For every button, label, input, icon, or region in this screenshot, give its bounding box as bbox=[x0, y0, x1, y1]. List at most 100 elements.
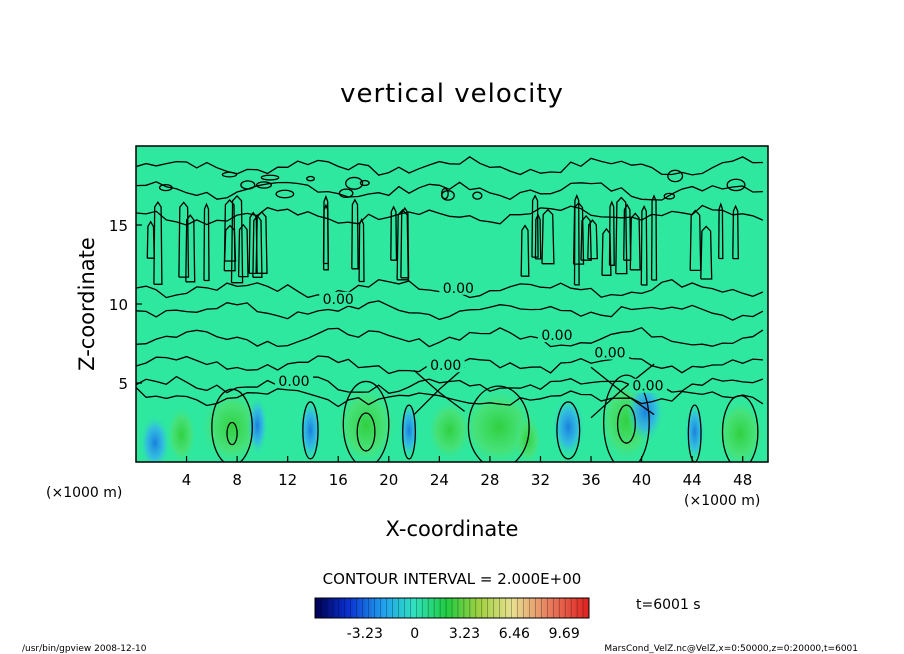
y-tick-label: 15 bbox=[109, 217, 128, 235]
x-tick-label: 16 bbox=[329, 471, 348, 489]
contour-core bbox=[356, 412, 376, 452]
contour-cell bbox=[342, 380, 390, 462]
x-tick-label: 28 bbox=[480, 471, 499, 489]
x-tick-label: 20 bbox=[379, 471, 398, 489]
contour-line bbox=[136, 326, 764, 348]
colorbar-tick-label: 0 bbox=[410, 626, 419, 642]
contour-label-bg bbox=[426, 358, 465, 373]
contour-cell bbox=[302, 401, 319, 460]
contour-line bbox=[153, 201, 163, 285]
chart-title: vertical velocity bbox=[340, 79, 564, 109]
contour-line bbox=[718, 202, 724, 260]
contour-core bbox=[226, 421, 238, 446]
downdraft-region bbox=[139, 414, 171, 462]
contour-line bbox=[590, 363, 655, 419]
contour-label-bg bbox=[628, 378, 667, 393]
x-tick-label: 8 bbox=[232, 471, 242, 489]
contour-loop bbox=[472, 191, 483, 200]
contour-loop bbox=[158, 183, 173, 192]
contour-line bbox=[223, 199, 236, 272]
contour-line bbox=[590, 366, 655, 416]
x-tick-label: 44 bbox=[683, 471, 702, 489]
contour-line bbox=[587, 219, 598, 260]
contour-line bbox=[248, 211, 258, 275]
contour-line bbox=[520, 224, 530, 277]
downdraft-region bbox=[398, 401, 420, 459]
colorbar-tick-label: 9.69 bbox=[549, 626, 580, 642]
contour-loop bbox=[359, 179, 370, 187]
x-tick-label: 48 bbox=[733, 471, 752, 489]
updraft-region bbox=[166, 405, 197, 462]
contour-line bbox=[136, 181, 763, 201]
contour-line bbox=[230, 194, 244, 284]
colorbar-tick-label: -3.23 bbox=[347, 626, 383, 642]
contour-line bbox=[580, 215, 592, 261]
contour-cell bbox=[467, 385, 530, 462]
contour-loop bbox=[667, 169, 684, 183]
contour-cell bbox=[603, 374, 650, 462]
contour-label-bg bbox=[275, 374, 313, 388]
contour-line bbox=[136, 387, 764, 408]
contour-line bbox=[413, 369, 465, 412]
contour-line bbox=[601, 227, 612, 276]
contour-line bbox=[608, 200, 615, 266]
contour-line bbox=[178, 201, 190, 278]
contour-line bbox=[203, 202, 210, 282]
x-tick-label: 36 bbox=[581, 471, 600, 489]
colorbar-tick-label: 6.46 bbox=[499, 626, 530, 642]
contour-loop bbox=[441, 190, 455, 201]
colorbar-frame bbox=[314, 597, 590, 619]
contour-line bbox=[623, 203, 632, 261]
x-unit-label-right: (×1000 m) bbox=[684, 493, 760, 509]
contour-line bbox=[396, 209, 409, 281]
contour-line bbox=[390, 205, 398, 261]
contour-line bbox=[136, 156, 763, 176]
contour-label-bg bbox=[439, 280, 478, 295]
contour-line bbox=[351, 198, 359, 270]
footer-right: MarsCond_VelZ.nc@VelZ,x=0:50000,z=0:2000… bbox=[604, 644, 858, 654]
contour-line bbox=[146, 220, 155, 259]
contour-label-bg bbox=[537, 328, 576, 343]
contour-cell bbox=[721, 395, 759, 462]
contour-line bbox=[700, 225, 713, 280]
footer-left: /usr/bin/gpview 2008-12-10 bbox=[22, 644, 147, 654]
contour-label: 0.00 bbox=[443, 281, 474, 297]
contour-label: 0.00 bbox=[541, 328, 572, 344]
contour-line bbox=[689, 209, 702, 272]
contour-label: 0.00 bbox=[594, 346, 625, 362]
x-axis-label: X-coordinate bbox=[386, 517, 519, 541]
contour-loop bbox=[663, 192, 676, 200]
downdraft-region bbox=[684, 401, 705, 462]
contour-label: 0.00 bbox=[278, 374, 309, 390]
contour-line bbox=[640, 204, 648, 286]
contour-label-bg bbox=[591, 345, 629, 360]
x-tick-label: 32 bbox=[531, 471, 550, 489]
contour-cell bbox=[211, 388, 253, 462]
contour-cell bbox=[402, 404, 416, 460]
contour-label: 0.00 bbox=[323, 292, 354, 308]
updraft-region bbox=[714, 397, 766, 462]
contour-label-bg bbox=[319, 291, 358, 306]
contour-loop bbox=[240, 180, 256, 190]
x-tick-label: 40 bbox=[632, 471, 651, 489]
downdraft-region bbox=[626, 379, 665, 444]
contour-line bbox=[572, 201, 585, 265]
y-axis-label: Z-coordinate bbox=[75, 237, 99, 371]
contour-label: 0.00 bbox=[430, 358, 461, 374]
contour-cell bbox=[556, 401, 581, 460]
contour-line bbox=[732, 204, 739, 260]
updraft-region bbox=[426, 398, 473, 462]
contour-loop bbox=[306, 175, 316, 182]
contour-loop bbox=[275, 189, 295, 199]
contour-loop bbox=[345, 176, 364, 190]
contour-line bbox=[534, 213, 542, 260]
colorbar-tick-label: 3.23 bbox=[449, 626, 480, 642]
colorbar: -3.23 0 3.23 6.46 9.69 bbox=[314, 597, 590, 642]
contour-line bbox=[322, 194, 329, 265]
contour-loop bbox=[260, 174, 280, 181]
contour-loop bbox=[726, 178, 746, 192]
contour-line bbox=[237, 223, 249, 278]
x-tick-label: 24 bbox=[430, 471, 449, 489]
x-tick-label: 4 bbox=[182, 471, 192, 489]
